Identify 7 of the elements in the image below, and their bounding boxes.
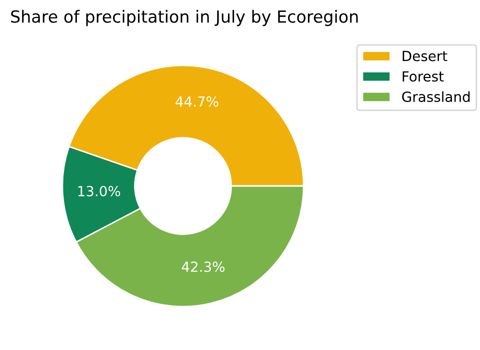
data-label: 13.0% (78, 186, 120, 196)
legend-label: Desert (402, 50, 448, 62)
data-label: 42.3% (182, 261, 225, 272)
legend-label: Forest (402, 71, 444, 82)
chart-title: Share of precipitation in July by Ecoregion (11, 10, 358, 26)
data-label: 44.7% (176, 96, 218, 107)
legend-label: Grassland (402, 91, 470, 102)
